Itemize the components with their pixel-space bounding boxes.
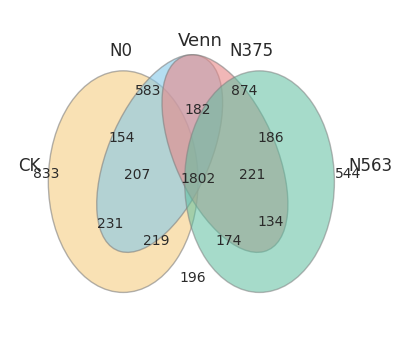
Text: 583: 583 bbox=[135, 84, 161, 98]
Text: CK: CK bbox=[18, 157, 40, 175]
Text: N0: N0 bbox=[110, 42, 133, 60]
Text: 196: 196 bbox=[179, 271, 206, 285]
Text: 231: 231 bbox=[96, 217, 123, 231]
Text: 833: 833 bbox=[33, 167, 60, 181]
Ellipse shape bbox=[97, 55, 223, 252]
Ellipse shape bbox=[48, 71, 198, 293]
Ellipse shape bbox=[185, 71, 334, 293]
Text: 154: 154 bbox=[108, 131, 134, 145]
Text: 1802: 1802 bbox=[180, 172, 216, 186]
Text: 874: 874 bbox=[231, 84, 257, 98]
Text: 186: 186 bbox=[258, 131, 284, 145]
Text: 182: 182 bbox=[185, 103, 211, 117]
Text: 174: 174 bbox=[216, 234, 242, 248]
Text: N563: N563 bbox=[349, 157, 393, 175]
Text: 207: 207 bbox=[124, 168, 150, 182]
Text: Venn: Venn bbox=[178, 32, 222, 50]
Text: 134: 134 bbox=[258, 215, 284, 229]
Text: 544: 544 bbox=[335, 167, 361, 181]
Text: 221: 221 bbox=[239, 168, 265, 182]
Text: N375: N375 bbox=[230, 42, 274, 60]
Text: 219: 219 bbox=[142, 234, 169, 248]
Ellipse shape bbox=[162, 55, 288, 252]
